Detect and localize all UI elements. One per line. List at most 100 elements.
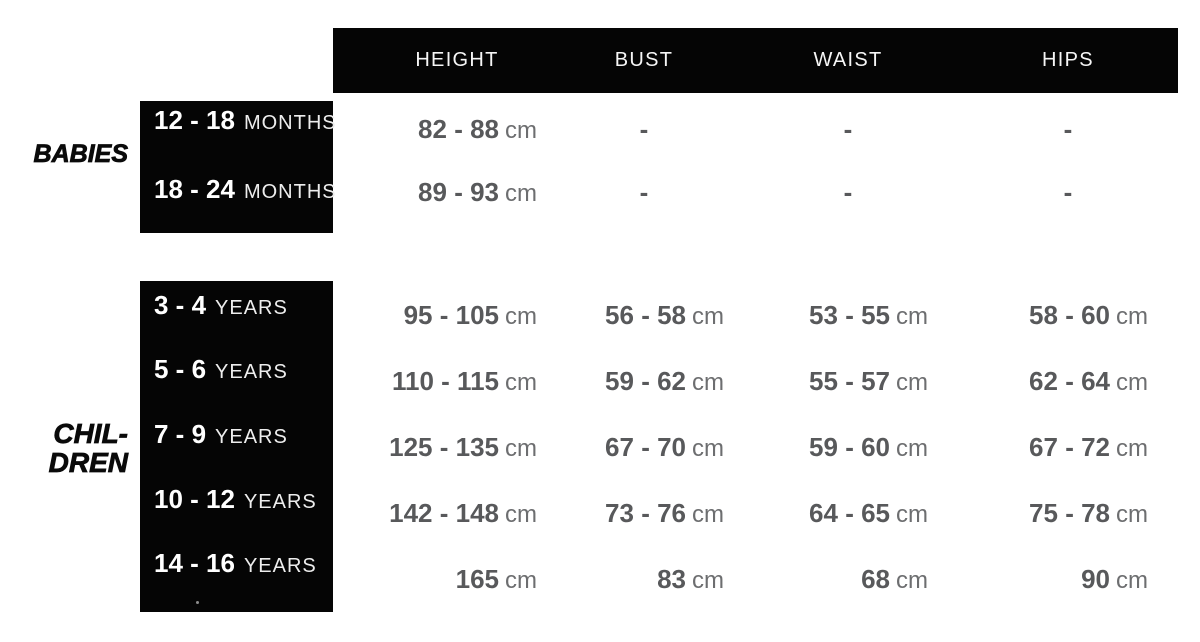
- cell-babies-0-height: 82 - 88 cm: [377, 114, 537, 144]
- cell-value: 58 - 60: [1029, 300, 1110, 330]
- cell-unit: cm: [896, 369, 928, 396]
- cell-babies-1-hips: -: [988, 177, 1148, 207]
- cell-babies-0-hips: -: [988, 114, 1148, 144]
- row-range: 18 - 24: [154, 174, 235, 204]
- cell-children-3-waist: 64 - 65 cm: [768, 498, 928, 528]
- cell-unit: cm: [692, 501, 724, 528]
- cell-unit: cm: [505, 180, 537, 207]
- cell-value: 142 - 148: [389, 498, 499, 528]
- column-header-height: HEIGHT: [415, 49, 499, 71]
- cell-babies-0-waist: -: [768, 114, 928, 144]
- stray-dot: [196, 601, 199, 604]
- cell-value: 68: [861, 564, 890, 594]
- cell-unit: cm: [692, 303, 724, 330]
- cell-value: 165: [455, 564, 499, 594]
- cell-value: 73 - 76: [605, 498, 686, 528]
- cell-children-1-hips: 62 - 64 cm: [988, 366, 1148, 396]
- cell-empty-dash: -: [639, 114, 649, 144]
- cell-value: 82 - 88: [418, 114, 499, 144]
- cell-unit: cm: [692, 369, 724, 396]
- row-suffix: YEARS: [215, 361, 288, 383]
- row-range: 14 - 16: [154, 548, 235, 578]
- cell-children-2-bust: 67 - 70 cm: [564, 432, 724, 462]
- row-range: 12 - 18: [154, 105, 235, 135]
- cell-empty-dash: -: [639, 177, 649, 207]
- cell-empty-dash: -: [1063, 114, 1073, 144]
- cell-value: 55 - 57: [809, 366, 890, 396]
- cell-value: 90: [1081, 564, 1110, 594]
- group-heading-babies: BABIES: [0, 140, 128, 169]
- cell-value: 64 - 65: [809, 498, 890, 528]
- cell-children-2-waist: 59 - 60 cm: [768, 432, 928, 462]
- cell-children-3-bust: 73 - 76 cm: [564, 498, 724, 528]
- column-header-waist: WAIST: [813, 49, 883, 71]
- cell-value: 89 - 93: [418, 177, 499, 207]
- cell-unit: cm: [505, 501, 537, 528]
- cell-unit: cm: [1116, 303, 1148, 330]
- row-label-children-3-4-years: 3 - 4 YEARS: [154, 290, 288, 320]
- cell-babies-1-waist: -: [768, 177, 928, 207]
- cell-children-0-hips: 58 - 60 cm: [988, 300, 1148, 330]
- cell-empty-dash: -: [843, 177, 853, 207]
- cell-unit: cm: [1116, 567, 1148, 594]
- cell-unit: cm: [505, 303, 537, 330]
- row-suffix: MONTHS: [243, 181, 337, 203]
- column-header-bust: BUST: [614, 49, 674, 71]
- cell-value: 67 - 72: [1029, 432, 1110, 462]
- cell-value: 110 - 115: [392, 366, 499, 396]
- group-heading-children: CHIL- DREN: [0, 418, 128, 478]
- cell-children-1-waist: 55 - 57 cm: [768, 366, 928, 396]
- cell-unit: cm: [1116, 435, 1148, 462]
- cell-unit: cm: [692, 567, 724, 594]
- cell-value: 59 - 60: [809, 432, 890, 462]
- cell-unit: cm: [505, 567, 537, 594]
- cell-children-2-height: 125 - 135 cm: [377, 432, 537, 462]
- row-label-babies-12-18-months: 12 - 18 MONTHS: [154, 105, 337, 135]
- cell-babies-0-bust: -: [564, 114, 724, 144]
- cell-value: 53 - 55: [809, 300, 890, 330]
- row-label-children-14-16-years: 14 - 16 YEARS: [154, 548, 317, 578]
- cell-unit: cm: [505, 435, 537, 462]
- row-suffix: YEARS: [215, 297, 288, 319]
- cell-value: 125 - 135: [389, 432, 499, 462]
- cell-unit: cm: [1116, 369, 1148, 396]
- column-header-hips: HIPS: [1042, 49, 1094, 71]
- cell-value: 95 - 105: [403, 300, 499, 330]
- cell-empty-dash: -: [1063, 177, 1073, 207]
- cell-unit: cm: [1116, 501, 1148, 528]
- row-label-children-7-9-years: 7 - 9 YEARS: [154, 419, 288, 449]
- row-label-children-10-12-years: 10 - 12 YEARS: [154, 484, 317, 514]
- cell-empty-dash: -: [843, 114, 853, 144]
- row-suffix: YEARS: [243, 555, 317, 577]
- row-label-babies-18-24-months: 18 - 24 MONTHS: [154, 174, 337, 204]
- cell-children-3-height: 142 - 148 cm: [377, 498, 537, 528]
- cell-value: 59 - 62: [605, 366, 686, 396]
- children-rows-box: [140, 281, 333, 612]
- row-suffix: YEARS: [243, 491, 317, 513]
- table-header-bar: [333, 28, 1178, 93]
- cell-children-2-hips: 67 - 72 cm: [988, 432, 1148, 462]
- cell-value: 75 - 78: [1029, 498, 1110, 528]
- cell-children-0-waist: 53 - 55 cm: [768, 300, 928, 330]
- row-range: 7 - 9: [154, 419, 207, 449]
- cell-children-0-height: 95 - 105 cm: [377, 300, 537, 330]
- cell-value: 83: [657, 564, 686, 594]
- row-range: 5 - 6: [154, 354, 207, 384]
- row-range: 3 - 4: [154, 290, 207, 320]
- cell-value: 62 - 64: [1029, 366, 1110, 396]
- group-heading-children-line-2: DREN: [48, 447, 128, 478]
- cell-children-4-waist: 68 cm: [768, 564, 928, 594]
- cell-value: 67 - 70: [605, 432, 686, 462]
- row-label-children-5-6-years: 5 - 6 YEARS: [154, 354, 288, 384]
- cell-unit: cm: [505, 369, 537, 396]
- group-heading-children-line-1: CHIL-: [53, 418, 128, 449]
- group-heading-babies-line: BABIES: [33, 140, 128, 169]
- cell-children-0-bust: 56 - 58 cm: [564, 300, 724, 330]
- cell-value: 56 - 58: [605, 300, 686, 330]
- cell-children-4-bust: 83 cm: [564, 564, 724, 594]
- cell-unit: cm: [692, 435, 724, 462]
- row-suffix: MONTHS: [243, 112, 337, 134]
- cell-unit: cm: [896, 303, 928, 330]
- cell-children-1-bust: 59 - 62 cm: [564, 366, 724, 396]
